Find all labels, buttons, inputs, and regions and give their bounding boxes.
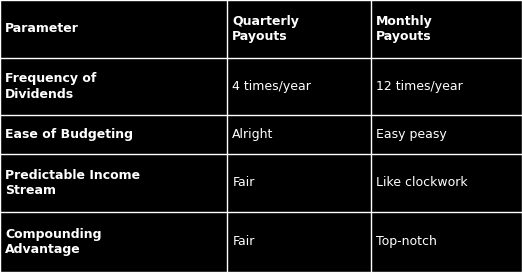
Text: Like clockwork: Like clockwork [376,177,468,189]
Text: Easy peasy: Easy peasy [376,128,447,141]
Text: Quarterly
Payouts: Quarterly Payouts [232,15,299,43]
Text: Compounding
Advantage: Compounding Advantage [5,228,102,256]
Text: 4 times/year: 4 times/year [232,80,311,93]
Text: Predictable Income
Stream: Predictable Income Stream [5,169,140,197]
Text: 12 times/year: 12 times/year [376,80,462,93]
Text: Parameter: Parameter [5,22,79,35]
Text: Ease of Budgeting: Ease of Budgeting [5,128,133,141]
Text: Frequency of
Dividends: Frequency of Dividends [5,72,97,101]
Text: Monthly
Payouts: Monthly Payouts [376,15,433,43]
Text: Fair: Fair [232,177,255,189]
Text: Top-notch: Top-notch [376,235,437,248]
Text: Alright: Alright [232,128,274,141]
Text: Fair: Fair [232,235,255,248]
